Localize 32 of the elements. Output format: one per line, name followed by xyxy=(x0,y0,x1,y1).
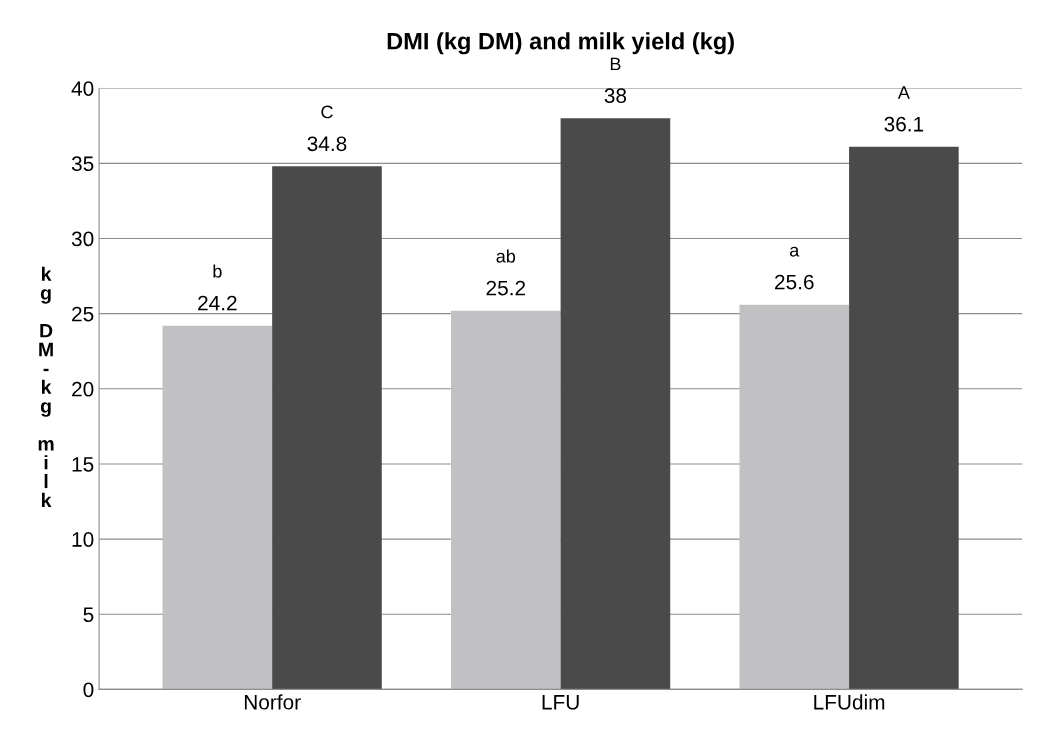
y-tick-label: 40 xyxy=(71,81,94,96)
x-tick-label: LFU xyxy=(542,695,579,710)
annotation: a xyxy=(790,246,800,257)
y-tick-label: 15 xyxy=(72,457,94,472)
annotation: ab xyxy=(496,249,516,263)
y-tick-label: 0 xyxy=(83,682,94,698)
y-tick-label: 25 xyxy=(72,306,94,322)
x-tick-label: Norfor xyxy=(244,694,301,710)
annotation: A xyxy=(897,86,910,99)
data-label: 38 xyxy=(604,88,627,104)
chart-title: DMI (kg DM) and milk yield (kg) xyxy=(387,32,734,55)
y-tick-label: 5 xyxy=(83,607,94,623)
annotation: C xyxy=(321,105,333,119)
y-tick-label: 10 xyxy=(72,532,94,547)
bar xyxy=(849,146,959,690)
bar xyxy=(739,304,850,690)
data-label: 25.6 xyxy=(775,274,814,290)
data-label: 25.2 xyxy=(486,280,526,296)
text: kg DM-kg milk xyxy=(38,266,54,507)
data-label: 36.1 xyxy=(884,116,924,132)
bar xyxy=(451,310,561,690)
data-label: 24.2 xyxy=(198,295,237,311)
bar xyxy=(272,166,382,690)
data-label: 34.8 xyxy=(307,136,347,152)
x-tick-label: LFUdim xyxy=(814,694,885,710)
y-tick-label: 35 xyxy=(71,156,94,172)
y-tick-label: 20 xyxy=(72,381,94,397)
annotation: b xyxy=(213,264,222,278)
bar xyxy=(560,118,671,690)
text: B xyxy=(610,57,621,71)
y-tick-label: 30 xyxy=(71,231,94,247)
bar xyxy=(162,325,273,690)
